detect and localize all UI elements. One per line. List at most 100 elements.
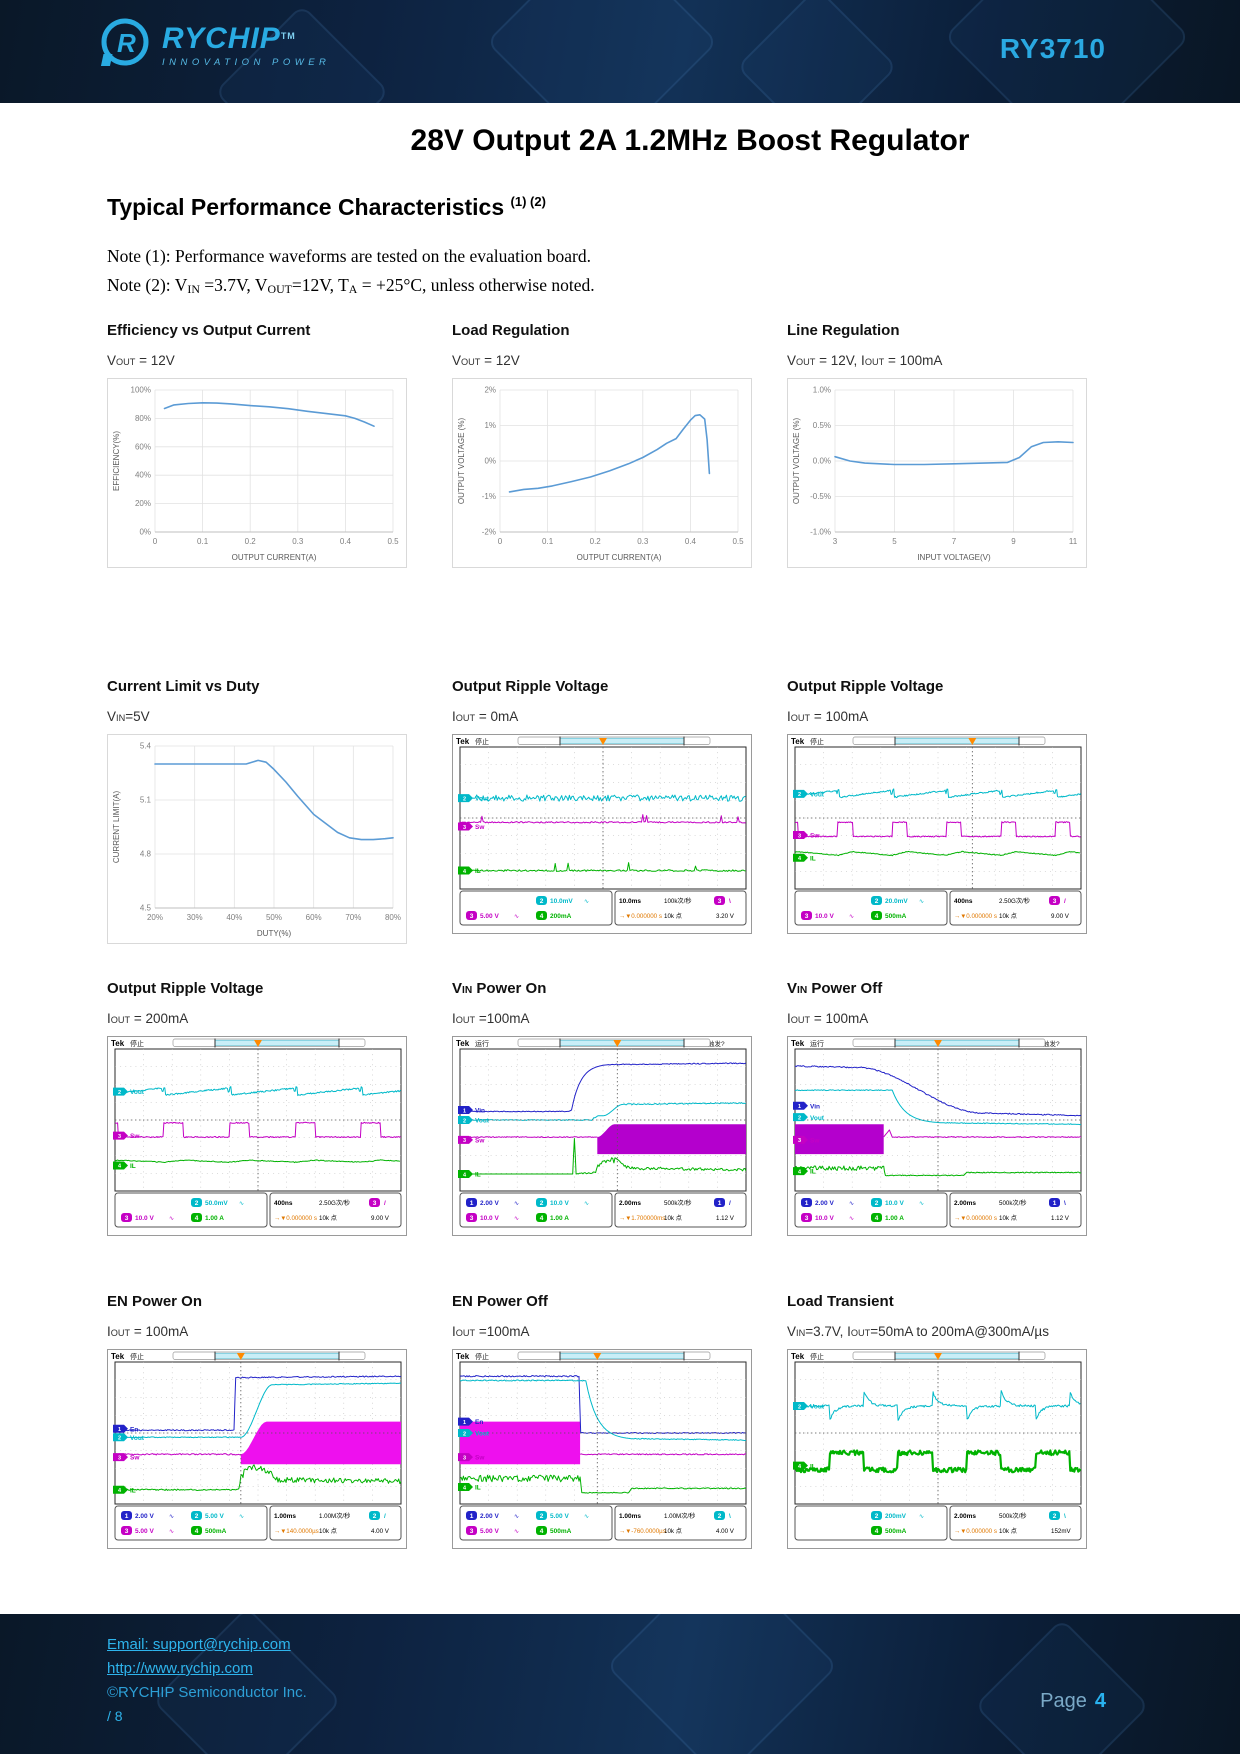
svg-text:∿: ∿ — [514, 1201, 519, 1207]
perf-chart-cell: Output Ripple Voltage IOUT = 200mA Tek 停止 2 V… — [107, 980, 419, 1236]
svg-text:3.20 V: 3.20 V — [716, 913, 735, 920]
svg-text:2: 2 — [875, 1200, 879, 1207]
svg-text:1.00 A: 1.00 A — [550, 1215, 569, 1222]
page-number: Page 4 — [1040, 1690, 1106, 1713]
svg-text:→▼0.000000 s: →▼0.000000 s — [274, 1215, 317, 1222]
svg-text:4: 4 — [463, 1485, 467, 1491]
svg-text:0%: 0% — [139, 528, 151, 537]
svg-text:10k 点: 10k 点 — [319, 1527, 337, 1535]
svg-text:3: 3 — [798, 1138, 801, 1144]
svg-text:10.0 V: 10.0 V — [135, 1215, 154, 1222]
svg-text:4: 4 — [798, 1169, 802, 1175]
svg-text:11: 11 — [1069, 537, 1078, 546]
svg-text:10k 点: 10k 点 — [664, 1527, 682, 1535]
svg-text:/: / — [384, 1200, 386, 1207]
svg-text:2: 2 — [463, 1118, 466, 1124]
svg-text:50.0mV: 50.0mV — [205, 1200, 228, 1207]
svg-text:500mA: 500mA — [885, 913, 907, 920]
svg-text:20.0mV: 20.0mV — [885, 898, 908, 905]
svg-text:4: 4 — [798, 856, 802, 862]
svg-text:3: 3 — [118, 1455, 121, 1461]
svg-text:OUTPUT VOLTAGE (%): OUTPUT VOLTAGE (%) — [792, 418, 801, 505]
svg-text:2: 2 — [875, 898, 879, 905]
chart-title: Load Regulation — [452, 322, 570, 339]
svg-text:∿: ∿ — [584, 899, 589, 905]
svg-text:9.00 V: 9.00 V — [1051, 913, 1070, 920]
chart-area: Tek 停止 1 En 2 Vout 3 Sw 4 IL 1 2.00 V ∿ 2 5.00 V ∿ 3 5.00… — [452, 1349, 764, 1549]
chart-test-condition: VIN=3.7V, IOUT=50mA to 200mA@300mA/µs — [787, 1324, 1049, 1339]
svg-text:100k次/秒: 100k次/秒 — [664, 897, 692, 905]
svg-text:9.00 V: 9.00 V — [371, 1215, 390, 1222]
svg-text:5.1: 5.1 — [140, 796, 152, 805]
svg-text:-1%: -1% — [482, 492, 496, 501]
perf-chart-cell: EN Power On IOUT = 100mA Tek 停止 1 En 2 Vout 3 Sw 4… — [107, 1293, 419, 1549]
svg-text:Sw: Sw — [810, 833, 820, 840]
copyright-text: ©RYCHIP Semiconductor Inc. — [107, 1684, 307, 1701]
section-heading: Typical Performance Characteristics (1) … — [107, 194, 546, 221]
svg-text:\: \ — [1064, 1513, 1066, 1520]
chart-test-condition: VOUT = 12V — [452, 353, 520, 368]
svg-text:IL: IL — [130, 1487, 136, 1494]
svg-text:0: 0 — [153, 537, 158, 546]
svg-text:IL: IL — [475, 1485, 481, 1492]
svg-text:80%: 80% — [135, 414, 151, 423]
svg-text:20%: 20% — [147, 913, 163, 922]
svg-text:0.5: 0.5 — [387, 537, 399, 546]
chart-title: VIN Power Off — [787, 980, 883, 997]
svg-text:3: 3 — [463, 1455, 466, 1461]
website-link[interactable]: http://www.rychip.com — [107, 1660, 253, 1677]
chart-area: Tek 运行 触发? 1 Vin 2 Vout 3 Sw 4 IL 1 2.00 V ∿ 2 10.0 V ∿ 3… — [452, 1036, 764, 1236]
chart-title: EN Power Off — [452, 1293, 548, 1310]
svg-text:3: 3 — [118, 1134, 121, 1140]
page-title: 28V Output 2A 1.2MHz Boost Regulator — [410, 124, 970, 157]
svg-text:\: \ — [729, 898, 731, 905]
svg-text:0.3: 0.3 — [292, 537, 304, 546]
svg-text:Vout: Vout — [810, 1115, 825, 1122]
svg-text:2.00 V: 2.00 V — [480, 1513, 499, 1520]
svg-text:5: 5 — [892, 537, 897, 546]
svg-text:3: 3 — [125, 1528, 129, 1535]
oscilloscope-capture-3: Tek 运行 触发? 1 Vin 2 Vout 3 Sw 4 IL 1 2.00 V ∿ 2 10.0 V ∿ 3… — [452, 1036, 752, 1236]
svg-text:2.50G次/秒: 2.50G次/秒 — [999, 897, 1030, 905]
svg-text:Tek: Tek — [111, 1039, 125, 1048]
svg-text:4: 4 — [875, 1528, 879, 1535]
svg-text:2: 2 — [195, 1513, 199, 1520]
svg-text:10k 点: 10k 点 — [999, 912, 1017, 920]
chart-title: EN Power On — [107, 1293, 203, 1310]
svg-text:9: 9 — [1011, 537, 1016, 546]
svg-text:停止: 停止 — [130, 1039, 144, 1048]
svg-text:3: 3 — [1053, 898, 1057, 905]
svg-text:1.00ms: 1.00ms — [619, 1513, 641, 1520]
svg-text:Vout: Vout — [130, 1089, 145, 1096]
chart-area: 20% 30% 40% 50% 60% 70% 80% 4.5 4.8 5.1 5.4 DUTY(%)… — [107, 734, 419, 944]
svg-text:1.12 V: 1.12 V — [1051, 1215, 1070, 1222]
svg-text:∿: ∿ — [514, 1216, 519, 1222]
svg-text:200mA: 200mA — [550, 913, 572, 920]
perf-chart-cell: Line Regulation VOUT = 12V, IOUT = 100mA 3… — [787, 322, 1099, 568]
svg-text:7: 7 — [952, 537, 957, 546]
trademark: TM — [280, 30, 296, 41]
svg-text:10k 点: 10k 点 — [664, 912, 682, 920]
svg-text:2: 2 — [540, 1513, 544, 1520]
svg-text:Tek: Tek — [791, 737, 805, 746]
chart-area: Tek 停止 2 Vout 3 Sw 4 IL 2 10.0mV ∿ 3 5.00 V ∿ 4 200mA 10… — [452, 734, 764, 934]
svg-text:Tek: Tek — [791, 1352, 805, 1361]
svg-text:Vout: Vout — [130, 1435, 145, 1442]
svg-text:10.0mV: 10.0mV — [550, 898, 573, 905]
svg-text:5.00 V: 5.00 V — [480, 913, 499, 920]
svg-text:IL: IL — [475, 1172, 481, 1179]
svg-text:3: 3 — [805, 913, 809, 920]
svg-text:停止: 停止 — [130, 1352, 144, 1361]
svg-text:IL: IL — [810, 1169, 816, 1176]
svg-text:4: 4 — [875, 1215, 879, 1222]
chart-test-condition: VOUT = 12V — [107, 353, 175, 368]
svg-text:2.00ms: 2.00ms — [954, 1200, 976, 1207]
svg-text:4: 4 — [875, 913, 879, 920]
perf-chart-cell: VIN Power On IOUT =100mA Tek 运行 触发? 1 Vin 2 Vout… — [452, 980, 764, 1236]
svg-text:60%: 60% — [306, 913, 322, 922]
page-label: Page — [1040, 1690, 1087, 1712]
svg-text:1.00 A: 1.00 A — [205, 1215, 224, 1222]
support-email-link[interactable]: Email: support@rychip.com — [107, 1636, 291, 1653]
oscilloscope-capture-2: Tek 停止 2 Vout 3 Sw 4 IL 2 50.0mV ∿ 3 10.0 V ∿ 4 1.00 A 4… — [107, 1036, 407, 1236]
